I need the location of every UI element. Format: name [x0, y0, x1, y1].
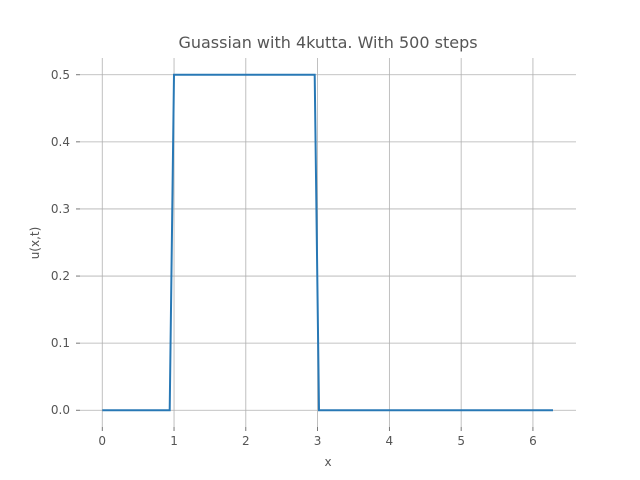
- plot-area: [102, 73, 553, 412]
- x-tick-label: 6: [529, 434, 537, 448]
- y-tick-label: 0.5: [51, 68, 70, 82]
- x-axis: 0 1 2 3 4 5 6: [98, 427, 537, 448]
- x-tick-label: 4: [386, 434, 394, 448]
- x-tick-label: 5: [457, 434, 465, 448]
- y-tick-label: 0.3: [51, 202, 70, 216]
- y-axis-label: u(x,t): [28, 227, 42, 260]
- y-tick-label: 0.4: [51, 135, 70, 149]
- x-tick-label: 3: [314, 434, 322, 448]
- x-tick-label: 2: [242, 434, 250, 448]
- series-line: [102, 73, 553, 412]
- y-tick-label: 0.2: [51, 269, 70, 283]
- x-tick-label: 1: [170, 434, 178, 448]
- grid: [80, 58, 576, 427]
- x-axis-label: x: [324, 455, 331, 469]
- chart-title: Guassian with 4kutta. With 500 steps: [178, 33, 477, 52]
- y-axis: 0.0 0.1 0.2 0.3 0.4 0.5: [51, 68, 80, 417]
- y-tick-label: 0.1: [51, 336, 70, 350]
- x-tick-label: 0: [98, 434, 106, 448]
- y-tick-label: 0.0: [51, 403, 70, 417]
